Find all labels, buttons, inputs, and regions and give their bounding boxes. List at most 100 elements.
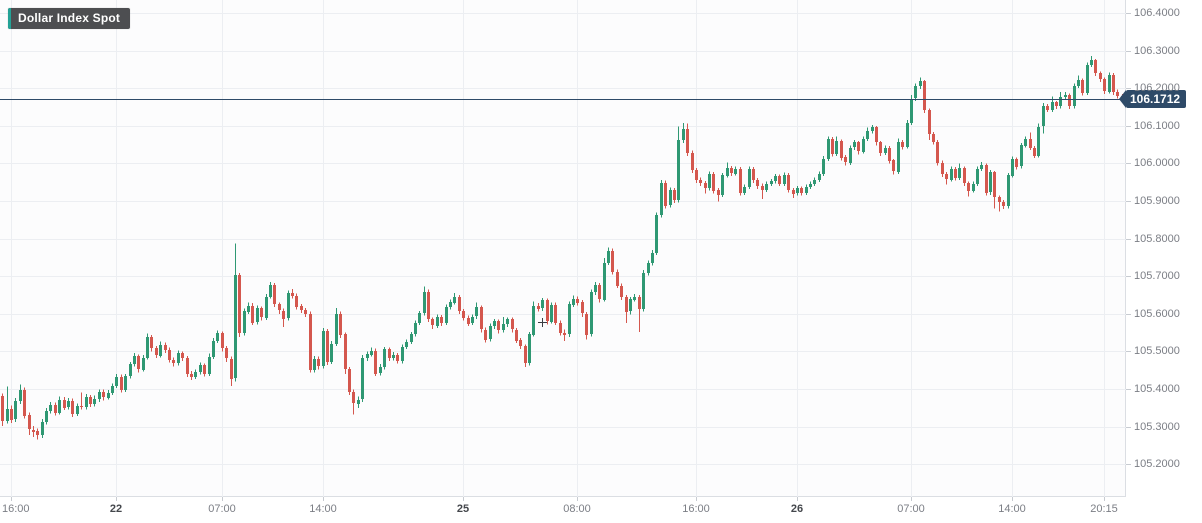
candle <box>133 352 136 367</box>
candle <box>71 398 74 417</box>
last-price-value: 106.1712 <box>1130 92 1181 106</box>
candle <box>770 179 773 186</box>
time-tick-label: 14:00 <box>309 503 337 515</box>
candle <box>251 303 254 326</box>
candle <box>155 346 158 359</box>
candle <box>655 212 658 256</box>
candle <box>93 395 96 407</box>
candle <box>410 331 413 344</box>
candle <box>831 137 834 157</box>
plot-area[interactable]: Dollar Index Spot <box>0 0 1126 497</box>
symbol-badge[interactable]: Dollar Index Spot <box>8 8 131 29</box>
candle <box>677 126 680 203</box>
candle <box>669 187 672 208</box>
candle <box>405 339 408 350</box>
price-axis-tick <box>1126 201 1131 202</box>
candle <box>871 125 874 134</box>
candle <box>511 317 514 333</box>
candle <box>493 319 496 329</box>
candle <box>857 140 860 155</box>
candle <box>85 394 88 410</box>
candle <box>914 83 917 101</box>
candle <box>54 402 57 416</box>
candle <box>76 403 79 417</box>
price-tick-label: 106.2000 <box>1134 82 1180 94</box>
candle <box>1033 146 1036 159</box>
candle <box>36 428 39 440</box>
candle <box>901 140 904 150</box>
candle <box>234 243 237 382</box>
price-tick-label: 105.5000 <box>1134 345 1180 357</box>
time-tick-label: 16:00 <box>2 503 30 515</box>
candle <box>265 294 268 320</box>
candle <box>673 188 676 204</box>
candle <box>572 295 575 308</box>
candle <box>1094 58 1097 77</box>
candles-svg[interactable] <box>0 0 1126 497</box>
candle <box>708 171 711 191</box>
candle <box>427 289 430 323</box>
candle <box>150 334 153 352</box>
price-tick-label: 105.3000 <box>1134 421 1180 433</box>
candle <box>958 163 961 180</box>
candle <box>581 300 584 317</box>
candle <box>467 315 470 326</box>
candle <box>199 362 202 375</box>
candle <box>19 384 22 405</box>
candle <box>620 283 623 301</box>
candle <box>756 178 759 189</box>
candle <box>651 249 654 266</box>
price-axis[interactable]: 106.1712 106.4000 106.3000 106.2000 106.100… <box>1119 0 1202 497</box>
candle <box>576 296 579 306</box>
candle <box>396 352 399 364</box>
candle <box>594 282 597 295</box>
candle <box>440 314 443 326</box>
candle <box>295 293 298 310</box>
candle <box>616 269 619 289</box>
candle <box>506 317 509 327</box>
candle <box>765 181 768 192</box>
candle <box>1020 143 1023 169</box>
candle <box>423 286 426 316</box>
time-axis[interactable]: 16:00 22 07:00 14:00 25 08:00 16:00 26 07:00 14:0… <box>0 497 1202 523</box>
candle <box>818 171 821 183</box>
candle <box>774 173 777 184</box>
candle <box>945 172 948 185</box>
price-tick-label: 105.6000 <box>1134 308 1180 320</box>
candle <box>897 138 900 174</box>
candle <box>879 140 882 156</box>
candle <box>287 290 290 321</box>
candle <box>787 173 790 193</box>
candle <box>168 347 171 363</box>
candle <box>335 308 338 347</box>
time-axis-tick <box>577 497 578 501</box>
candle <box>936 140 939 166</box>
candle <box>49 401 52 414</box>
candle <box>985 163 988 196</box>
time-tick-label: 26 <box>790 503 804 515</box>
candles-layer <box>1 56 1124 440</box>
candle <box>111 383 114 395</box>
candle <box>638 294 641 332</box>
candle <box>164 342 167 353</box>
candle <box>884 145 887 156</box>
candle <box>1042 103 1045 134</box>
candle <box>743 184 746 195</box>
candle <box>682 122 685 144</box>
candle <box>194 369 197 380</box>
candle <box>778 174 781 186</box>
candle <box>480 305 483 333</box>
candle <box>124 373 127 392</box>
symbol-label: Dollar Index Spot <box>18 11 121 25</box>
candle <box>273 282 276 308</box>
candle <box>1046 103 1049 113</box>
candle <box>805 184 808 195</box>
candle <box>339 311 342 338</box>
candle <box>980 162 983 171</box>
candle <box>370 347 373 357</box>
candle <box>748 166 751 189</box>
candle <box>1007 173 1010 209</box>
candle <box>208 353 211 376</box>
time-tick-label: 20:15 <box>1090 503 1118 515</box>
candle <box>282 308 285 327</box>
